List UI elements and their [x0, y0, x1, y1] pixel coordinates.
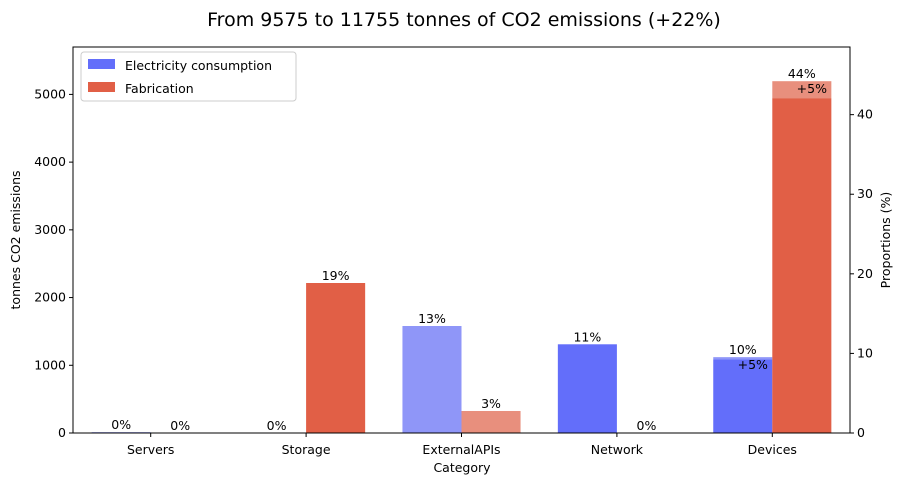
x-axis-title: Category	[433, 460, 491, 475]
x-tick-label-externalapis: ExternalAPIs	[422, 442, 500, 457]
bar-electricity-devices	[713, 359, 773, 433]
y-right-tick-label: 40	[857, 107, 873, 122]
x-tick-label-devices: Devices	[748, 442, 797, 457]
y-tick-label: 0	[58, 425, 66, 440]
bar-fabrication-externalapis-increment	[461, 410, 521, 433]
y-tick-label: 4000	[34, 154, 66, 169]
x-tick-label-storage: Storage	[282, 442, 331, 457]
data-label-fabrication-servers: 0%	[170, 418, 190, 433]
x-tick-label-servers: Servers	[127, 442, 175, 457]
bar-fabrication-devices-increment	[772, 81, 832, 99]
y-axis-title: tonnes CO2 emissions	[8, 171, 23, 310]
data-label-fabrication-externalapis: 3%	[481, 396, 501, 411]
data-label-electricity-devices: 10%	[729, 342, 757, 357]
data-label-electricity-servers: 0%	[111, 417, 131, 432]
y-right-tick-label: 10	[857, 345, 873, 360]
legend-label-electricity: Electricity consumption	[125, 58, 272, 73]
change-label-fabrication-devices: +5%	[797, 81, 827, 96]
legend: Electricity consumption Fabrication	[80, 51, 297, 102]
x-tick-label-network: Network	[591, 442, 644, 457]
chart-title: From 9575 to 11755 tonnes of CO2 emissio…	[207, 9, 721, 31]
y-right-axis-title: Proportions (%)	[878, 192, 893, 289]
bar-electricity-devices-increment	[713, 357, 773, 360]
y-right-tick-label: 30	[857, 186, 873, 201]
legend-swatch-fabrication	[88, 82, 115, 92]
legend-label-fabrication: Fabrication	[125, 81, 194, 96]
bar-electricity-network	[557, 344, 617, 433]
y-tick-label: 5000	[34, 86, 66, 101]
y-tick-label: 1000	[34, 357, 66, 372]
data-label-fabrication-network: 0%	[637, 418, 657, 433]
y-tick-label: 2000	[34, 290, 66, 305]
change-label-electricity-devices: +5%	[738, 357, 768, 372]
data-label-fabrication-devices: 44%	[788, 66, 816, 81]
data-label-electricity-network: 11%	[573, 329, 601, 344]
legend-box	[80, 51, 297, 102]
data-label-fabrication-storage: 19%	[322, 268, 350, 283]
bar-fabrication-devices	[772, 98, 832, 434]
y-right-tick-label: 20	[857, 266, 873, 281]
y-tick-label: 3000	[34, 222, 66, 237]
data-label-electricity-externalapis: 13%	[418, 311, 446, 326]
legend-swatch-electricity	[88, 59, 115, 69]
bar-electricity-externalapis-increment	[402, 326, 462, 433]
bar-fabrication-storage	[306, 283, 366, 433]
y-right-tick-label: 0	[857, 425, 865, 440]
data-label-electricity-storage: 0%	[267, 418, 287, 433]
